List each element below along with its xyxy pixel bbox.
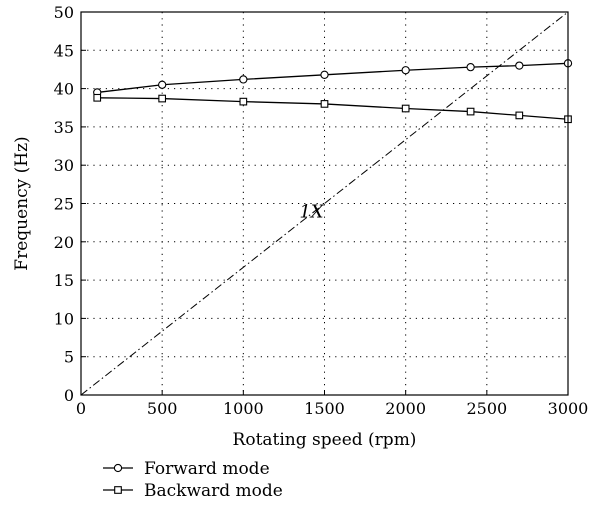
x-tick-label: 0 (76, 399, 86, 418)
data-point-circle (515, 61, 524, 70)
data-point-circle (239, 75, 248, 84)
data-point-circle (466, 63, 475, 72)
y-tick-label: 45 (54, 41, 74, 60)
series-2 (80, 11, 569, 396)
legend-marker-square (114, 486, 122, 494)
grid-lines (81, 12, 568, 395)
y-tick-label: 20 (54, 233, 74, 252)
y-tick-label: 30 (54, 156, 74, 175)
y-tick-label: 35 (54, 118, 74, 137)
data-point-square (515, 111, 524, 120)
y-tick-label: 10 (54, 309, 74, 328)
x-tick-label: 2000 (385, 399, 426, 418)
x-tick-label: 2500 (466, 399, 507, 418)
x-axis: 0 500 1000 1500 2000 2500 3000 (76, 390, 588, 418)
y-tick-label: 40 (54, 80, 74, 99)
series-line-2 (80, 11, 569, 396)
legend-label: Backward mode (144, 481, 283, 501)
series-line-1 (97, 97, 569, 120)
data-point-square (466, 107, 475, 116)
x-axis-title: Rotating speed (rpm) (233, 430, 417, 450)
legend-item-0: Forward mode (103, 459, 270, 479)
y-tick-label: 15 (54, 271, 74, 290)
y-tick-label: 50 (54, 3, 74, 22)
data-point-square (158, 94, 167, 103)
x-tick-label: 1500 (304, 399, 345, 418)
plot-frame (80, 11, 569, 396)
series-layer (80, 11, 573, 396)
y-tick-label: 5 (64, 348, 74, 367)
legend-item-1: Backward mode (103, 481, 283, 501)
legend-marker-circle (113, 463, 123, 473)
y-axis-title: Frequency (Hz) (12, 136, 32, 270)
data-point-circle (158, 80, 167, 89)
x-tick-label: 1000 (223, 399, 264, 418)
series-1 (93, 93, 572, 124)
data-point-circle (401, 66, 410, 75)
data-point-square (401, 104, 410, 113)
data-point-circle (320, 70, 329, 79)
y-axis: 0 5 10 15 20 25 30 35 40 45 50 (54, 3, 86, 405)
annotation-1x: 1X (299, 201, 324, 222)
y-tick-label: 25 (54, 195, 74, 214)
data-point-square (93, 93, 102, 102)
legend-label: Forward mode (144, 459, 270, 479)
series-line-0 (97, 62, 569, 94)
x-tick-label: 3000 (548, 399, 589, 418)
x-tick-label: 500 (147, 399, 178, 418)
data-point-square (320, 100, 329, 108)
y-tick-label: 0 (64, 386, 74, 405)
data-point-square (239, 97, 248, 106)
